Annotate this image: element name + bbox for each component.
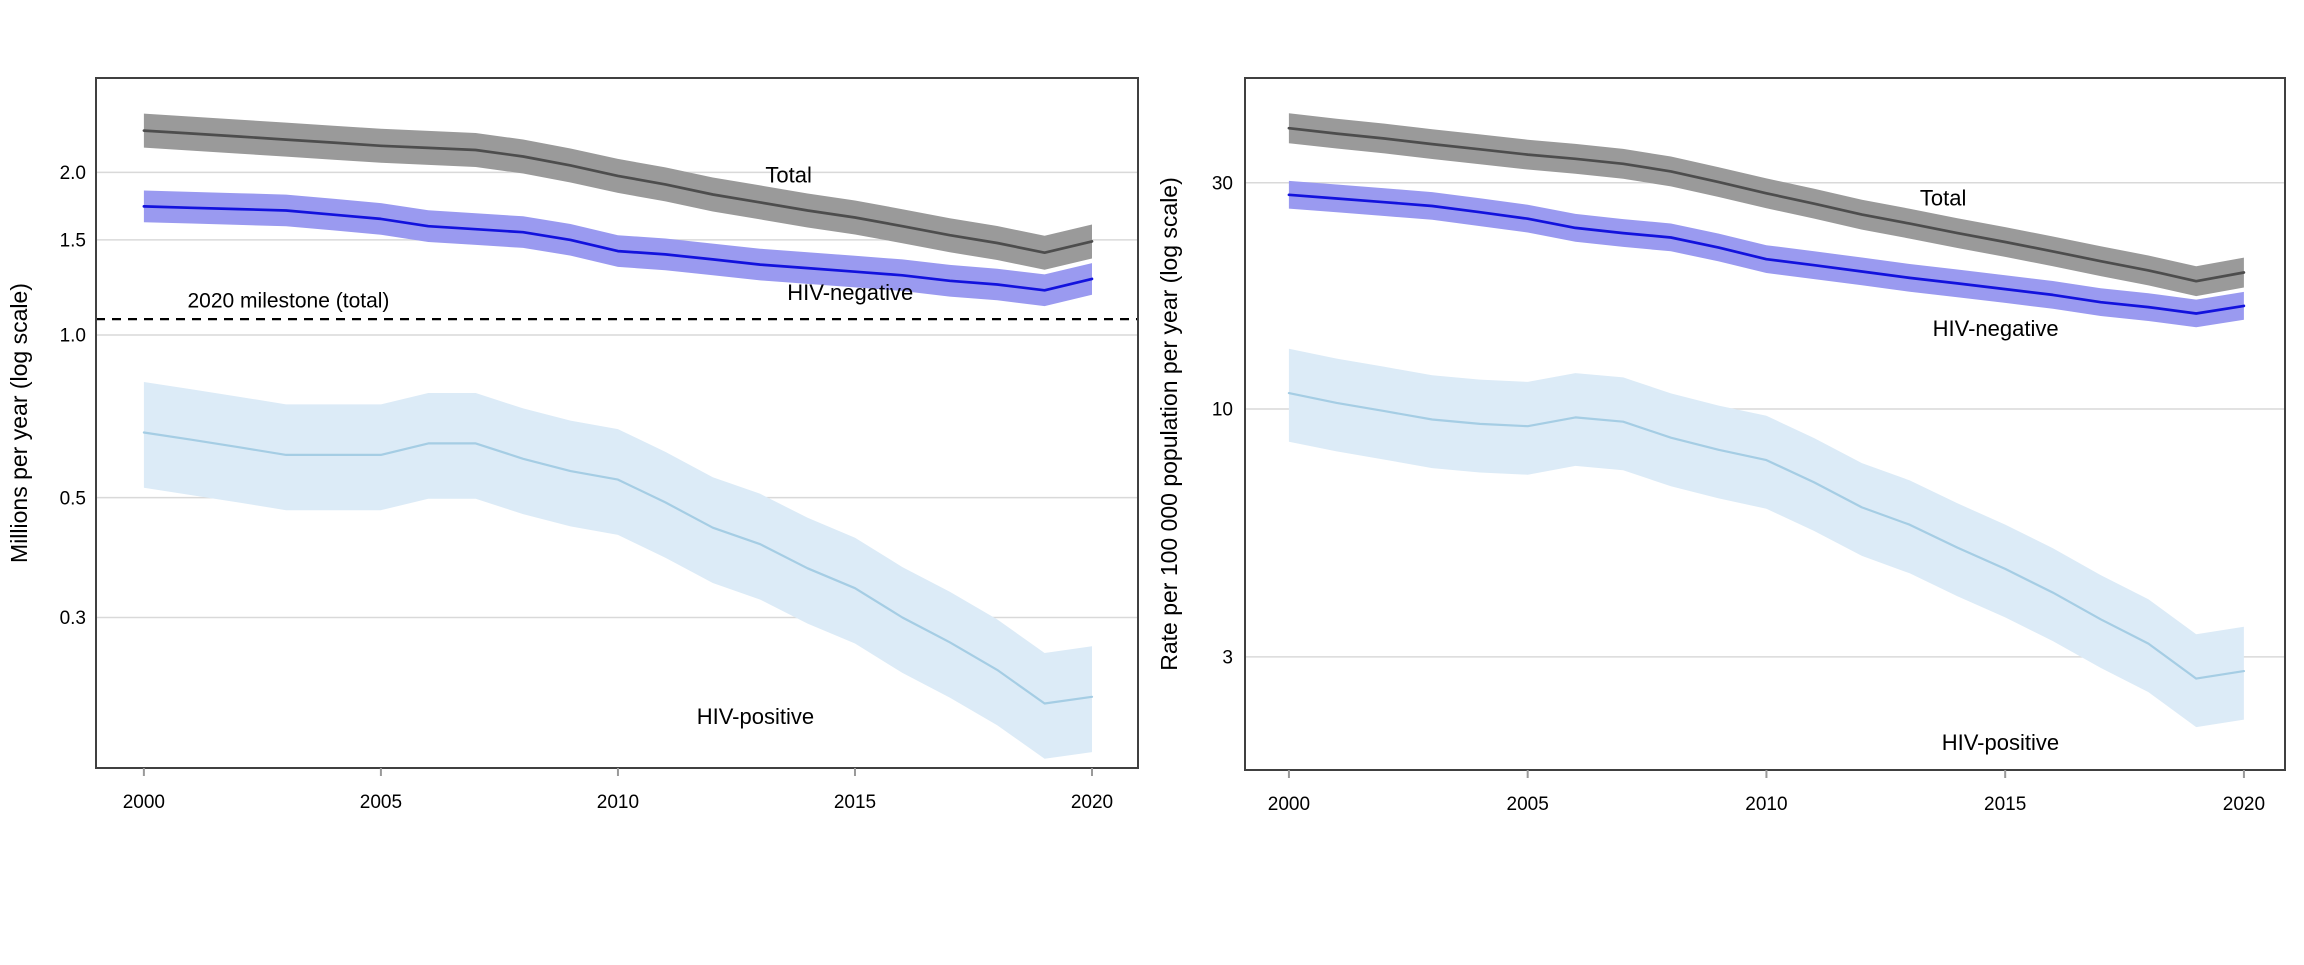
y-tick-label-10: 10: [1212, 400, 1233, 421]
y-tick-label-2-0: 2.0: [60, 163, 86, 184]
annotation-total: Total: [1920, 185, 1966, 210]
hiv-negative-line: [1287, 193, 2246, 315]
plot-border-mortality-rates: [1244, 77, 2286, 771]
total-uncertainty-band: [1288, 113, 2244, 297]
hiv-negative-line: [142, 205, 1094, 292]
hiv-positive-line: [1287, 392, 2245, 680]
x-tick-label-2000: 2000: [1268, 794, 1310, 815]
hiv-positive-uncertainty-band: [1288, 348, 2244, 728]
annotation-hiv-negative: HIV-negative: [787, 280, 913, 305]
annotation-total: Total: [765, 162, 811, 187]
annotation-hiv-positive: HIV-positive: [697, 704, 814, 729]
x-tick-label-2020: 2020: [2223, 794, 2265, 815]
y-tick-label-30: 30: [1212, 173, 1233, 194]
annotation-hiv-positive: HIV-positive: [1942, 730, 2059, 755]
y-tick-label-0-5: 0.5: [60, 488, 86, 509]
y-axis-title-mortality-rates: Rate per 100 000 population per year (lo…: [1156, 177, 1182, 671]
x-tick-label-2015: 2015: [1984, 794, 2026, 815]
y-tick-label-1-0: 1.0: [60, 326, 86, 347]
y-tick-label-3: 3: [1222, 648, 1233, 669]
total-line: [142, 129, 1094, 255]
y-axis-title-absolute-deaths: Millions per year (log scale): [6, 283, 32, 563]
y-tick-label-0-3: 0.3: [60, 608, 86, 629]
hiv-positive-line: [142, 431, 1094, 705]
x-tick-label-2015: 2015: [834, 792, 876, 813]
panel-mortality-rates: Total HIV-negative HIV-positive 2000 2005 201…: [1156, 77, 2286, 815]
total-line: [1287, 126, 2246, 283]
panel-absolute-deaths: 2020 milestone (total) Total HIV-negative H…: [6, 77, 1139, 813]
total-uncertainty-band: [143, 113, 1092, 270]
y-tick-label-1-5: 1.5: [60, 231, 86, 252]
annotation-hiv-negative: HIV-negative: [1933, 316, 2059, 341]
x-tick-label-2020: 2020: [1071, 792, 1113, 813]
x-tick-label-2005: 2005: [360, 792, 402, 813]
x-tick-label-2005: 2005: [1507, 794, 1549, 815]
milestone-label: 2020 milestone (total): [187, 290, 389, 313]
hiv-positive-uncertainty-band: [143, 382, 1092, 759]
x-tick-label-2010: 2010: [597, 792, 639, 813]
x-tick-label-2010: 2010: [1745, 794, 1787, 815]
x-tick-label-2000: 2000: [123, 792, 165, 813]
